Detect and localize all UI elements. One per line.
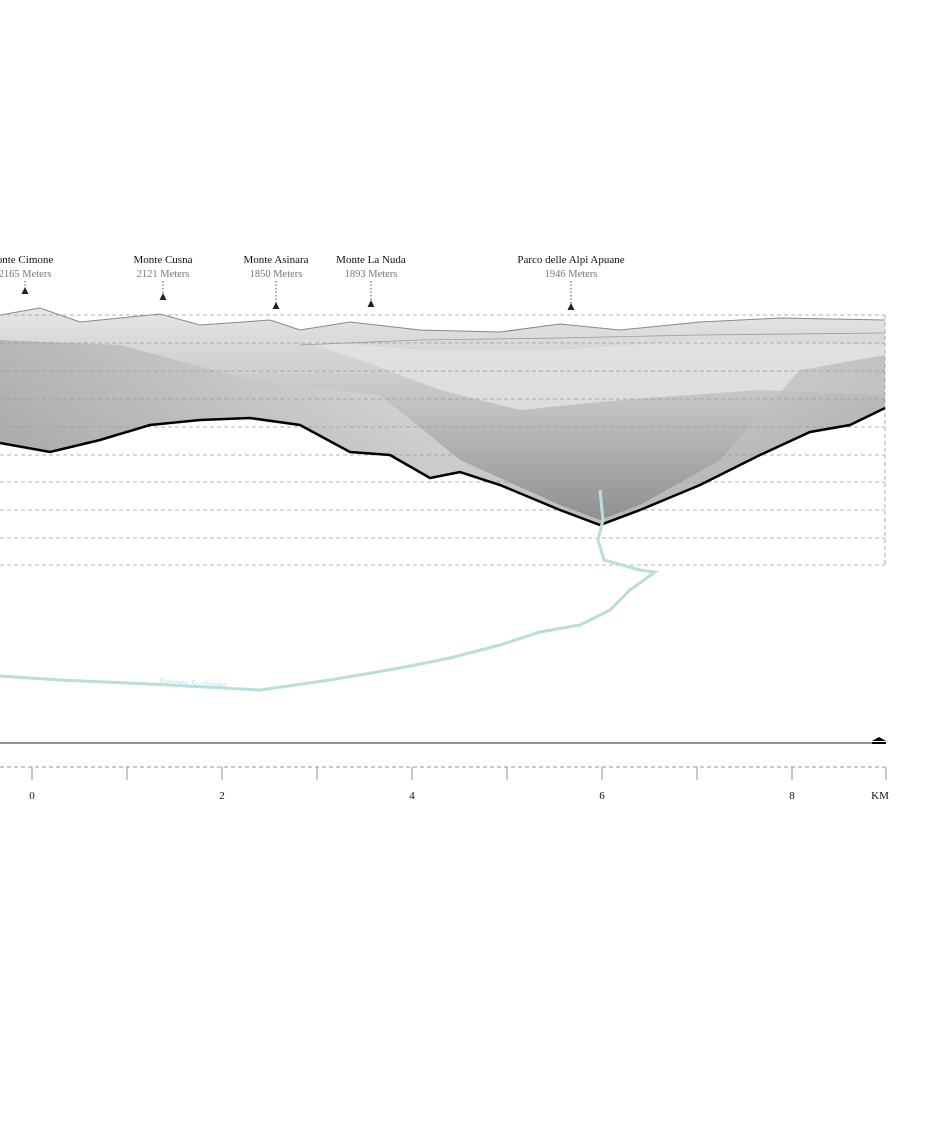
peak-name: Monte Asinara [243, 254, 308, 266]
scale-labels: 0 2 4 6 8 KM [29, 790, 889, 802]
scale-bar [0, 737, 887, 780]
terrain [0, 307, 886, 525]
scale-label: 6 [599, 790, 605, 802]
profile-line [0, 406, 886, 527]
peak-name: Monte La Nuda [336, 254, 406, 266]
peak-marker [367, 300, 375, 307]
peak-elevation: 1946 Meters [545, 269, 598, 280]
peak-elevation: 2165 Meters [0, 269, 51, 280]
peak-marker [159, 293, 167, 300]
peak-name: Parco delle Alpi Apuane [517, 254, 624, 266]
grid [0, 314, 886, 566]
peak-name: onte Cimone [0, 254, 53, 266]
scale-label: 8 [789, 790, 795, 802]
river-label: Torrente Scoltenna [158, 676, 227, 690]
scale-label: KM [871, 790, 889, 802]
scale-label: 2 [219, 790, 225, 802]
peak-elevation: 1850 Meters [250, 269, 303, 280]
scale-label: 4 [409, 790, 415, 802]
scale-label: 0 [29, 790, 35, 802]
peak-marker [21, 287, 29, 294]
peak-marker [272, 302, 280, 309]
peak-labels: onte Cimone 2165 Meters Monte Cusna 2121 Me… [0, 254, 625, 310]
peak-elevation: 2121 Meters [137, 269, 190, 280]
peak-name: Monte Cusna [134, 254, 193, 266]
peak-marker [567, 303, 575, 310]
river [0, 489, 659, 692]
peak-elevation: 1893 Meters [345, 269, 398, 280]
